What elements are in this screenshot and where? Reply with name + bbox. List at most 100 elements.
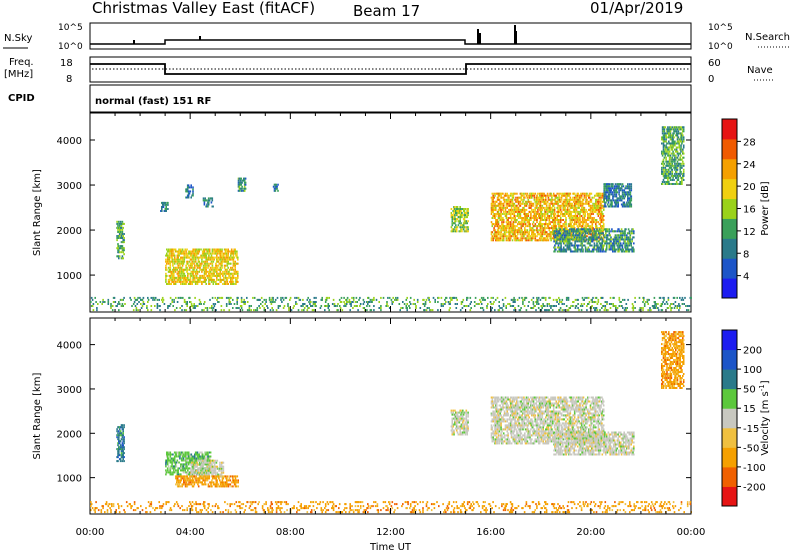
power-echo-cell	[244, 186, 246, 188]
power-echo-cell	[271, 299, 273, 301]
power-echo-cell	[522, 219, 524, 221]
power-echo-cell	[239, 186, 241, 188]
power-echo-cell	[406, 303, 408, 305]
power-echo-cell	[169, 281, 171, 283]
power-echo-cell	[119, 235, 121, 237]
power-echo-cell	[549, 203, 551, 205]
power-echo-cell	[561, 301, 563, 303]
power-echo-cell	[663, 167, 665, 169]
power-echo-cell	[307, 309, 309, 311]
power-echo-cell	[526, 239, 528, 241]
power-echo-cell	[204, 202, 206, 204]
power-echo-cell	[136, 307, 138, 309]
power-echo-cell	[509, 233, 511, 235]
power-echo-cell	[587, 223, 589, 225]
power-echo-cell	[668, 136, 670, 138]
power-echo-cell	[192, 193, 194, 195]
power-echo-cell	[663, 179, 665, 181]
power-echo-cell	[463, 228, 465, 230]
power-echo-cell	[622, 245, 624, 247]
power-echo-cell	[352, 301, 354, 303]
power-echo-cell	[527, 229, 529, 231]
power-echo-cell	[592, 211, 594, 213]
power-echo-cell	[210, 263, 212, 265]
power-echo-cell	[355, 301, 357, 303]
power-echo-cell	[521, 229, 523, 231]
power-echo-cell	[449, 307, 451, 309]
power-echo-cell	[665, 169, 667, 171]
power-echo-cell	[504, 231, 506, 233]
power-echo-cell	[186, 249, 188, 251]
power-echo-cell	[584, 234, 586, 236]
power-echo-cell	[568, 203, 570, 205]
power-echo-cell	[528, 213, 530, 215]
power-echo-cell	[578, 221, 580, 223]
power-echo-cell	[179, 273, 181, 275]
power-echo-cell	[200, 277, 202, 279]
power-echo-cell	[622, 234, 624, 236]
power-echo-cell	[190, 273, 192, 275]
power-echo-cell	[301, 309, 303, 311]
power-echo-cell	[671, 167, 673, 169]
power-echo-cell	[617, 199, 619, 201]
power-echo-cell	[506, 231, 508, 233]
power-echo-cell	[546, 203, 548, 205]
power-echo-cell	[616, 189, 618, 191]
power-echo-cell	[457, 218, 459, 220]
power-echo-cell	[570, 223, 572, 225]
power-echo-cell	[669, 183, 671, 185]
power-echo-cell	[534, 217, 536, 219]
power-echo-cell	[681, 167, 683, 169]
power-echo-cell	[598, 236, 600, 238]
power-echo-cell	[661, 151, 663, 153]
power-echo-cell	[467, 228, 469, 230]
power-echo-cell	[406, 309, 408, 311]
power-echo-cell	[662, 183, 664, 185]
power-echo-cell	[668, 165, 670, 167]
power-echo-cell	[208, 255, 210, 257]
power-echo-cell	[676, 173, 678, 175]
power-echo-cell	[157, 307, 159, 309]
power-echo-cell	[115, 301, 117, 303]
power-echo-cell	[265, 301, 267, 303]
power-echo-cell	[596, 297, 598, 299]
power-echo-cell	[504, 225, 506, 227]
power-echo-cell	[677, 167, 679, 169]
power-echo-cell	[193, 249, 195, 251]
power-echo-cell	[663, 165, 665, 167]
power-echo-cell	[557, 236, 559, 238]
power-echo-cell	[207, 251, 209, 253]
power-echo-cell	[600, 201, 602, 203]
power-echo-cell	[122, 251, 124, 253]
power-echo-cell	[278, 307, 280, 309]
power-echo-cell	[661, 167, 663, 169]
power-echo-cell	[611, 303, 613, 305]
power-echo-cell	[492, 199, 494, 201]
power-echo-cell	[167, 307, 169, 309]
power-echo-cell	[271, 303, 273, 305]
power-echo-cell	[494, 217, 496, 219]
power-echo-cell	[186, 303, 188, 305]
power-echo-cell	[138, 301, 140, 303]
power-echo-cell	[539, 199, 541, 201]
power-echo-cell	[513, 229, 515, 231]
power-echo-cell	[618, 234, 620, 236]
power-echo-cell	[522, 303, 524, 305]
power-echo-cell	[538, 201, 540, 203]
power-echo-cell	[550, 217, 552, 219]
power-echo-cell	[234, 261, 236, 263]
power-echo-cell	[195, 257, 197, 259]
power-echo-cell	[241, 301, 243, 303]
power-echo-cell	[679, 165, 681, 167]
power-echo-cell	[679, 145, 681, 147]
power-echo-cell	[220, 269, 222, 271]
power-echo-region	[451, 206, 469, 232]
power-echo-cell	[197, 271, 199, 273]
power-echo-cell	[592, 234, 594, 236]
power-echo-cell	[583, 203, 585, 205]
power-echo-cell	[617, 307, 619, 309]
power-echo-cell	[386, 301, 388, 303]
power-echo-cell	[591, 199, 593, 201]
power-echo-cell	[461, 216, 463, 218]
power-echo-cell	[622, 197, 624, 199]
